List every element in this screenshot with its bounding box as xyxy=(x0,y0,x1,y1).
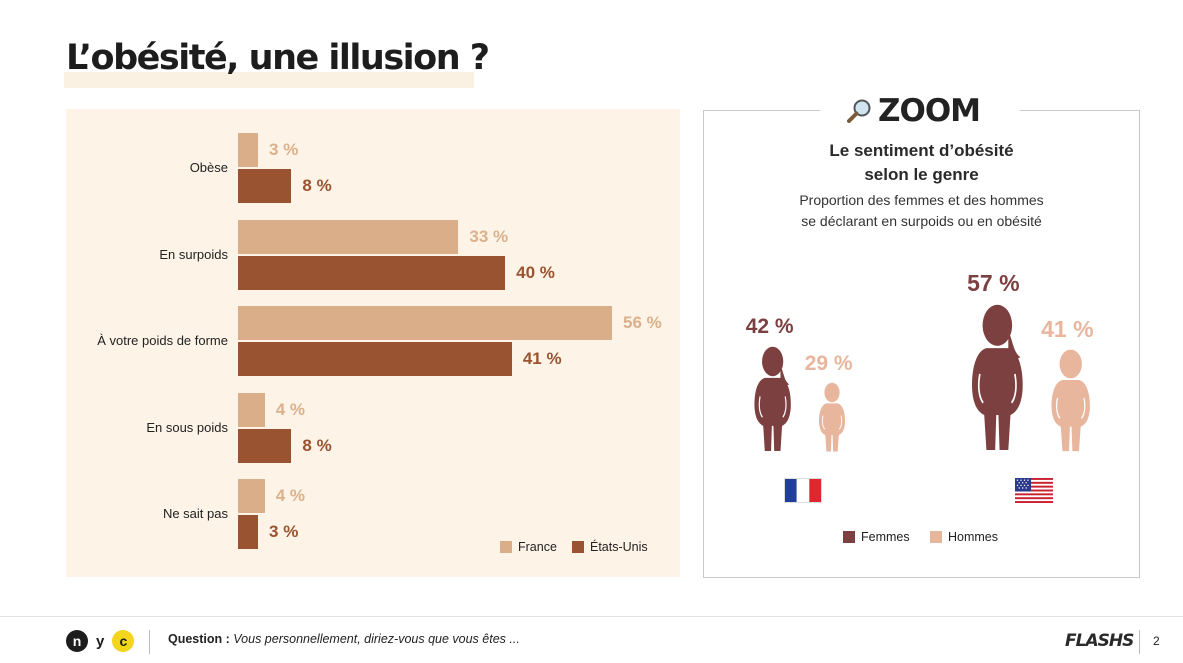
legend-swatch-men xyxy=(930,531,942,543)
title-block: L’obésité, une illusion ? xyxy=(64,38,491,88)
bar-france xyxy=(238,479,265,513)
zoom-title-line-1: Le sentiment d’obésité xyxy=(829,141,1014,160)
footer-separator xyxy=(149,630,150,654)
value-label-men: 41 % xyxy=(1041,315,1094,342)
france-flag-icon xyxy=(784,478,822,503)
value-label-women: 57 % xyxy=(967,270,1020,296)
bar-france xyxy=(238,133,259,167)
zoom-title-background xyxy=(820,94,1020,128)
legend-swatch-france xyxy=(500,541,512,553)
category-label: En surpoids xyxy=(159,246,228,262)
zoom-legend-men: Hommes xyxy=(930,530,998,544)
logo-n: n xyxy=(66,630,88,652)
question-text: Question : Vous personnellement, diriez-… xyxy=(168,632,520,646)
value-label-usa: 40 % xyxy=(516,262,555,282)
logo-c: c xyxy=(112,630,135,652)
category-label: Obèse xyxy=(189,160,228,175)
page-number-separator xyxy=(1139,630,1140,654)
bar-france xyxy=(238,392,265,427)
value-label-usa: 3 % xyxy=(269,522,299,541)
woman-figure-icon xyxy=(970,301,1025,453)
man-figure-icon xyxy=(818,381,846,453)
value-label-usa: 8 % xyxy=(302,435,332,455)
zoom-subtitle-line-1: Proportion des femmes et des hommes xyxy=(799,192,1044,208)
zoom-heading: Le sentiment d’obésité selon le genre Pr… xyxy=(703,139,1140,232)
man-figure-icon xyxy=(1050,347,1091,453)
value-label-france: 3 % xyxy=(269,140,299,159)
zoom-title-line-2: selon le genre xyxy=(864,165,979,184)
value-label-france: 4 % xyxy=(275,486,305,505)
footer-divider xyxy=(0,616,1183,617)
bar-france xyxy=(238,219,459,254)
value-label-france: 33 % xyxy=(469,226,509,246)
bar-usa xyxy=(238,169,292,203)
bar-usa xyxy=(238,515,259,549)
zoom-title: ZOOM xyxy=(846,93,981,129)
value-label-usa: 41 % xyxy=(522,349,562,368)
bar-france xyxy=(238,306,612,340)
page-number: 2 xyxy=(1153,634,1160,648)
legend-label-men: Hommes xyxy=(948,530,999,544)
legend-swatch-women xyxy=(843,531,855,543)
bar-usa xyxy=(238,255,506,290)
value-label-usa: 8 % xyxy=(302,176,332,195)
bar-chart-panel: Obèse 3 % 8 % En surpoids 33 % 40 % À votre po… xyxy=(66,109,680,577)
legend-france: France xyxy=(500,540,557,554)
category-label: Ne sait pas xyxy=(162,506,228,521)
question-label: Question : xyxy=(168,632,230,646)
legend-usa: États-Unis xyxy=(572,540,648,554)
legend-label-usa: États-Unis xyxy=(590,540,648,554)
bar-usa xyxy=(238,342,512,376)
logo-y: y xyxy=(96,632,105,650)
value-label-women: 42 % xyxy=(745,314,794,338)
legend-swatch-usa xyxy=(572,541,584,553)
value-label-france: 4 % xyxy=(275,399,305,419)
question-body: Vous personnellement, diriez-vous que vo… xyxy=(233,632,520,646)
zoom-subtitle-line-2: se déclarant en surpoids ou en obésité xyxy=(801,213,1042,229)
zoom-legend-women: Femmes xyxy=(843,530,910,544)
magnifier-icon xyxy=(847,99,871,123)
category-label: En sous poids xyxy=(146,419,228,435)
flashs-logo: FLASHS xyxy=(1065,631,1134,651)
zoom-label: ZOOM xyxy=(878,93,981,129)
woman-figure-icon xyxy=(753,344,792,453)
nyc-logo: n y c xyxy=(66,630,135,652)
category-label: À votre poids de forme xyxy=(97,333,228,348)
value-label-france: 56 % xyxy=(623,313,662,332)
legend-label-women: Femmes xyxy=(861,530,910,544)
page-title: L’obésité, une illusion ? xyxy=(66,38,490,78)
title-highlight xyxy=(64,72,474,88)
usa-flag-icon xyxy=(1015,478,1053,503)
value-label-men: 29 % xyxy=(804,352,853,375)
legend-label-france: France xyxy=(518,540,557,554)
bar-usa xyxy=(238,428,292,463)
